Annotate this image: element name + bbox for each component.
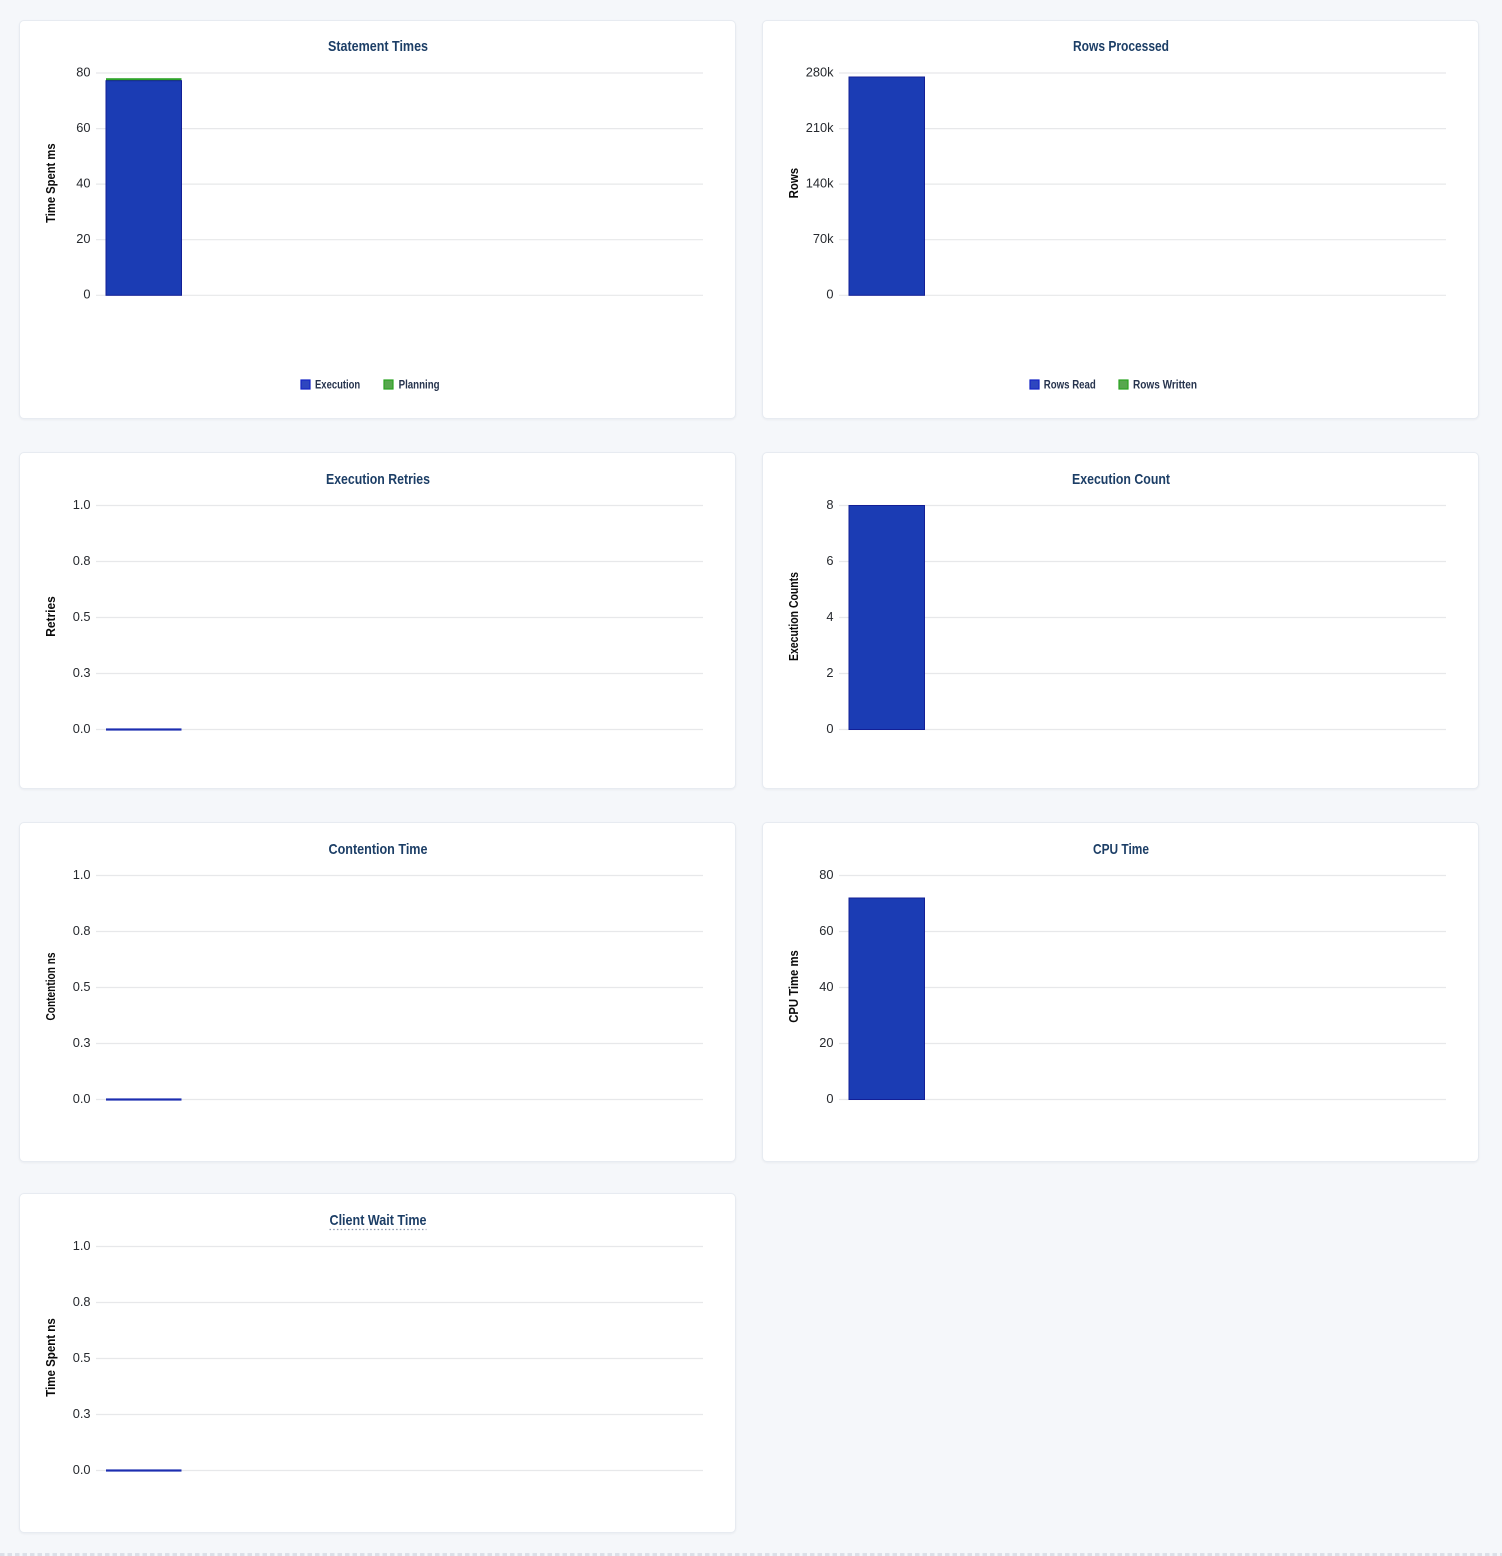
svg-text:60: 60 (819, 923, 833, 938)
svg-text:Execution Count: Execution Count (1072, 471, 1170, 488)
svg-text:0.3: 0.3 (73, 1035, 91, 1050)
svg-text:0.5: 0.5 (73, 979, 91, 994)
svg-text:0.8: 0.8 (73, 923, 91, 938)
svg-text:0.8: 0.8 (73, 553, 91, 568)
svg-text:0.0: 0.0 (73, 721, 91, 736)
svg-text:Time Spent ms: Time Spent ms (44, 143, 58, 223)
svg-text:CPU Time ms: CPU Time ms (787, 950, 801, 1023)
svg-text:2: 2 (826, 665, 833, 680)
svg-text:40: 40 (76, 176, 90, 191)
svg-text:6: 6 (826, 553, 833, 568)
svg-text:Rows Read: Rows Read (1044, 380, 1096, 392)
svg-text:140k: 140k (806, 176, 834, 191)
svg-text:0.8: 0.8 (73, 1294, 91, 1309)
svg-text:210k: 210k (806, 120, 834, 135)
svg-text:0.3: 0.3 (73, 1406, 91, 1421)
svg-text:Client Wait Time: Client Wait Time (330, 1212, 427, 1229)
svg-text:8: 8 (826, 497, 833, 512)
svg-text:0.0: 0.0 (73, 1091, 91, 1106)
svg-text:1.0: 1.0 (73, 867, 91, 882)
svg-text:1.0: 1.0 (73, 1238, 91, 1253)
svg-text:Execution Retries: Execution Retries (326, 471, 430, 488)
svg-text:80: 80 (819, 867, 833, 882)
svg-text:20: 20 (819, 1035, 833, 1050)
svg-text:0: 0 (826, 721, 833, 736)
svg-text:Execution: Execution (315, 380, 360, 392)
svg-text:Time Spent ns: Time Spent ns (44, 1318, 58, 1397)
svg-text:Contention ns: Contention ns (44, 952, 58, 1020)
svg-text:0: 0 (826, 1091, 833, 1106)
svg-text:0: 0 (83, 287, 90, 302)
svg-text:70k: 70k (813, 231, 834, 246)
svg-text:Contention Time: Contention Time (329, 841, 428, 858)
svg-text:Rows Written: Rows Written (1133, 380, 1197, 392)
svg-text:4: 4 (826, 609, 833, 624)
svg-text:0.5: 0.5 (73, 1350, 91, 1365)
svg-text:Execution Counts: Execution Counts (787, 572, 801, 661)
svg-text:60: 60 (76, 120, 90, 135)
svg-text:Retries: Retries (44, 596, 58, 637)
svg-text:1.0: 1.0 (73, 497, 91, 512)
svg-text:0.5: 0.5 (73, 609, 91, 624)
svg-text:80: 80 (76, 64, 90, 79)
svg-text:Rows: Rows (787, 168, 801, 199)
svg-text:CPU Time: CPU Time (1093, 841, 1149, 858)
svg-text:0: 0 (826, 287, 833, 302)
svg-text:20: 20 (76, 231, 90, 246)
svg-text:Statement Times: Statement Times (328, 38, 428, 55)
svg-text:0.0: 0.0 (73, 1462, 91, 1477)
svg-text:Planning: Planning (399, 380, 440, 392)
svg-text:40: 40 (819, 979, 833, 994)
svg-text:280k: 280k (806, 64, 834, 79)
svg-text:0.3: 0.3 (73, 665, 91, 680)
svg-text:Rows Processed: Rows Processed (1073, 38, 1169, 55)
